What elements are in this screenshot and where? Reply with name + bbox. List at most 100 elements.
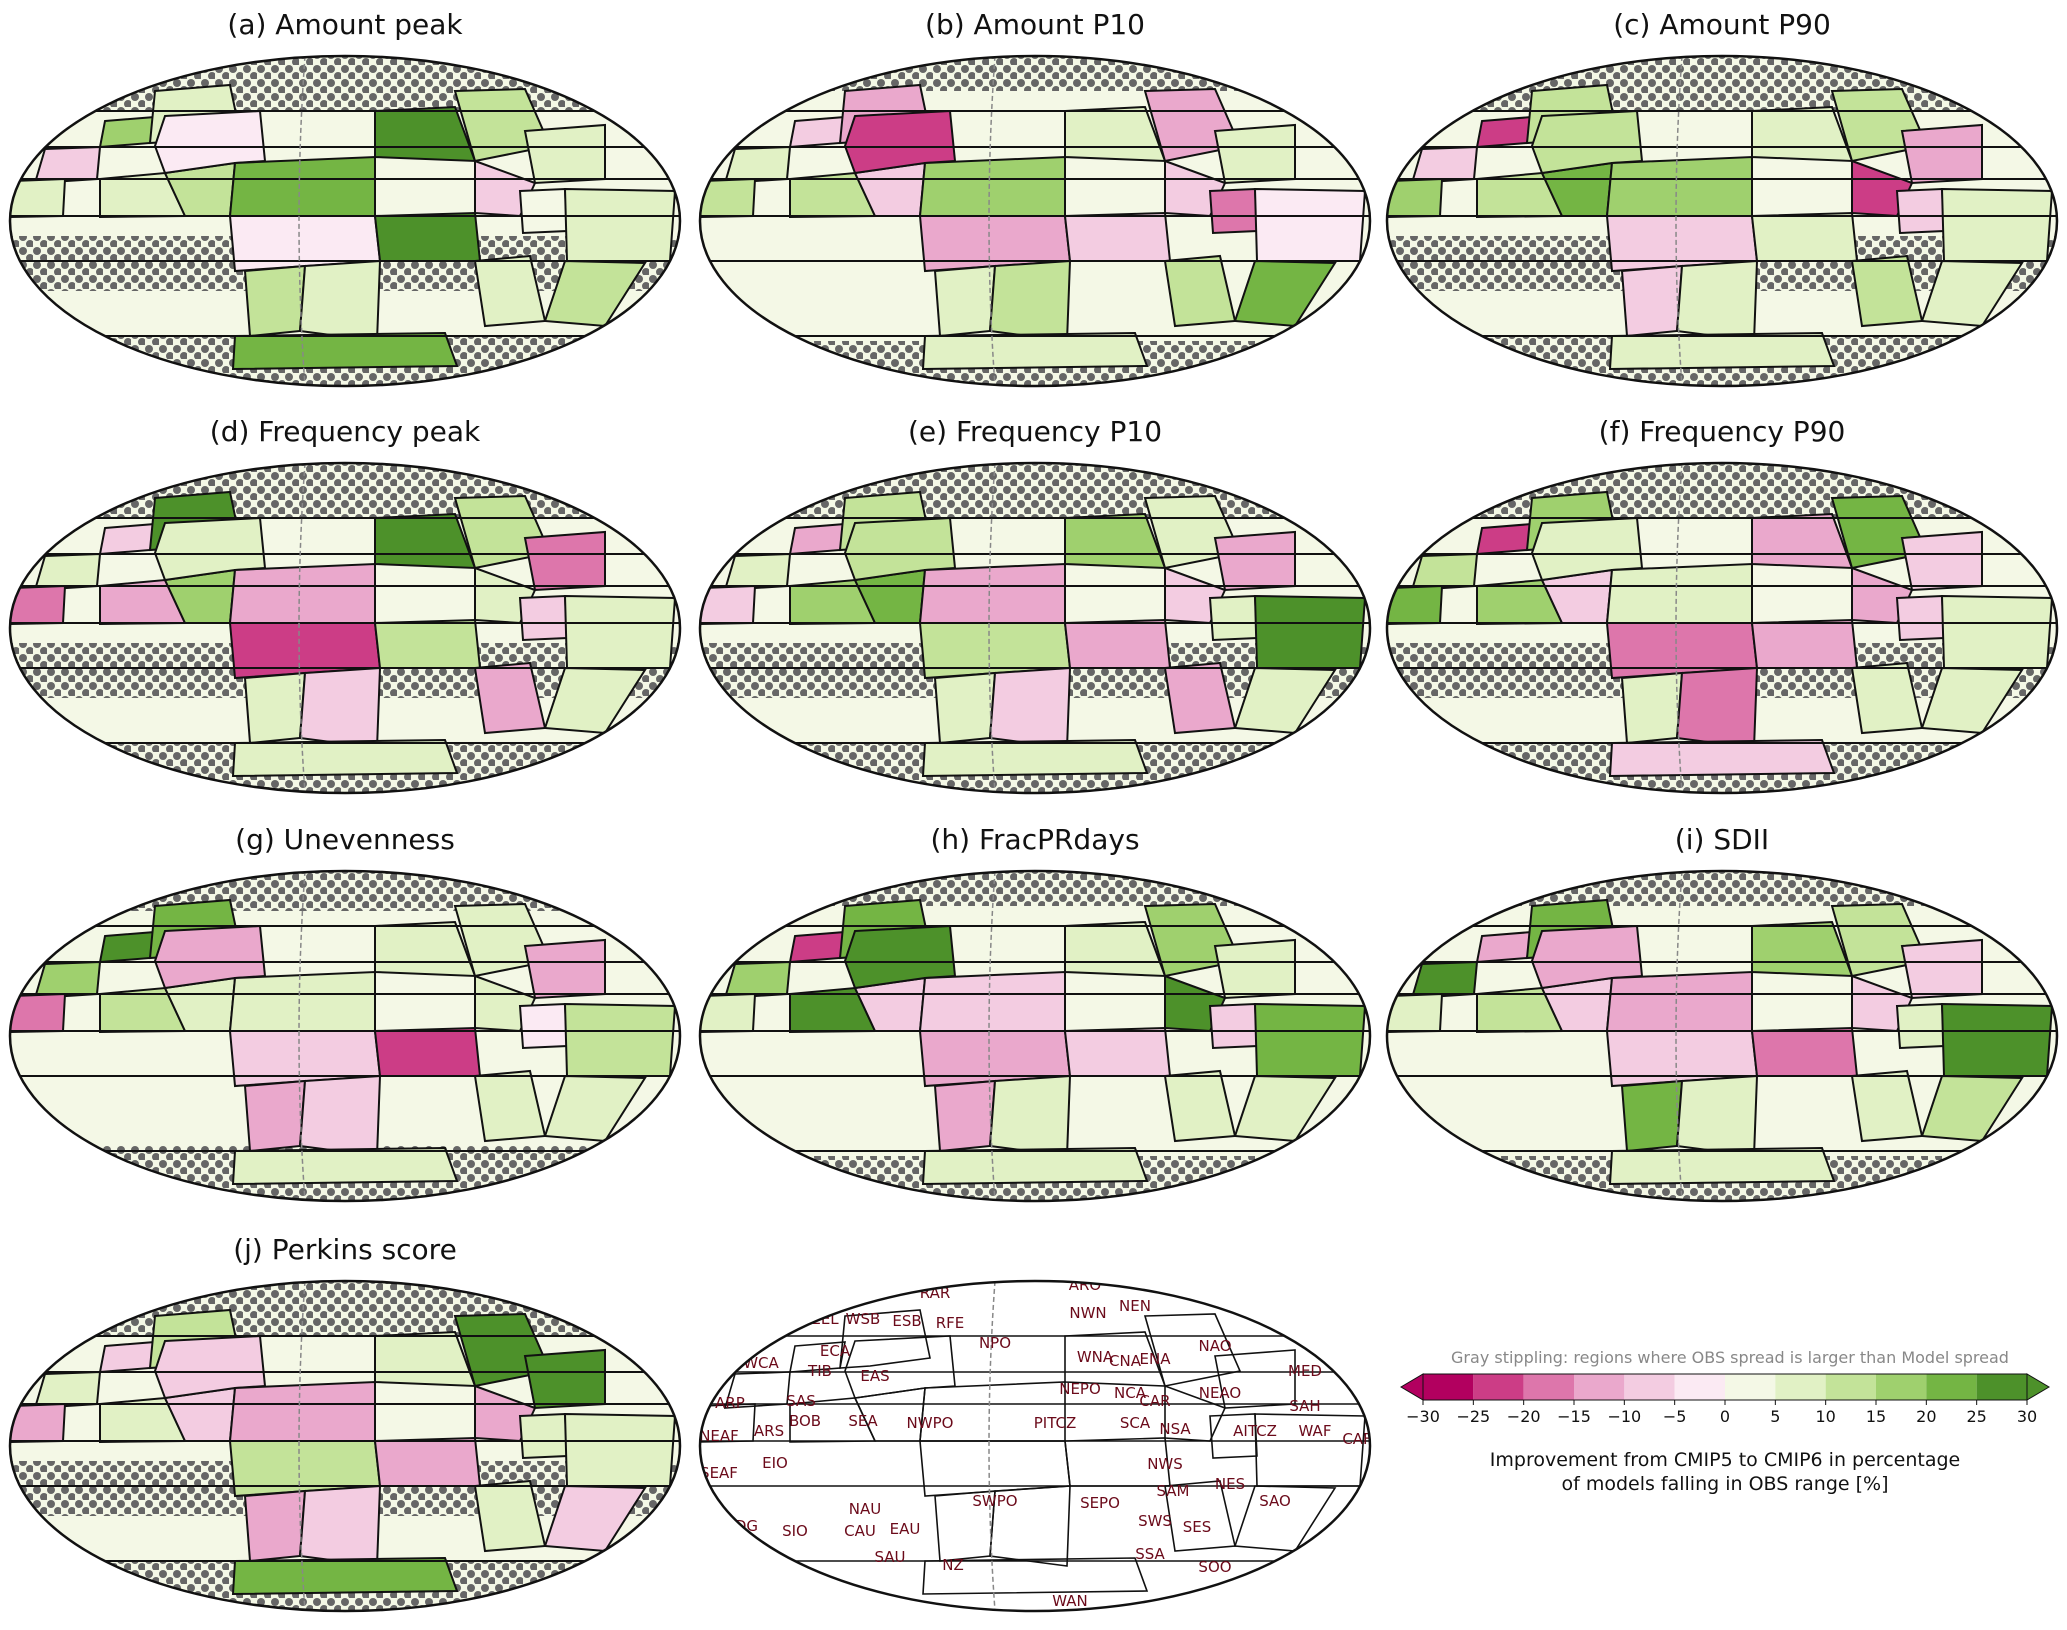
region-12 — [298, 1484, 382, 1568]
region-label: NEO — [1229, 1287, 1262, 1305]
region-12 — [988, 259, 1072, 343]
region-label: ARS — [754, 1422, 784, 1440]
region-12 — [298, 1074, 382, 1158]
panel-f: (f) Frequency P90 — [1382, 412, 2062, 812]
region-label: NZ — [942, 1556, 964, 1574]
map-outline — [698, 54, 1372, 388]
region-7 — [228, 562, 376, 624]
colorbar-segment — [1473, 1374, 1524, 1400]
region-label: CAR — [1139, 1392, 1170, 1410]
region-10 — [1063, 1026, 1172, 1077]
region-10 — [1750, 1026, 1859, 1077]
region-label: NEPO — [1059, 1380, 1101, 1398]
region-7 — [228, 970, 376, 1032]
region-16 — [1208, 187, 1259, 235]
region-2 — [723, 145, 792, 185]
region-11 — [243, 671, 307, 745]
stipple-band — [1387, 56, 2057, 111]
map-outline — [1385, 869, 2059, 1203]
region-11 — [243, 1489, 307, 1563]
dateline — [298, 871, 306, 1201]
region-0 — [98, 1340, 157, 1374]
region-label: NAO — [1198, 1337, 1231, 1355]
region-label: NAU — [849, 1500, 881, 1518]
region-label: EAN — [870, 1595, 901, 1613]
map-outline — [698, 869, 1372, 1203]
region-0 — [788, 930, 847, 964]
region-map — [1385, 54, 2059, 388]
region-17 — [1940, 1002, 2054, 1077]
panel-title: (g) Unevenness — [235, 823, 455, 856]
region-12 — [988, 666, 1072, 750]
region-2 — [33, 552, 102, 592]
region-14 — [1213, 938, 1296, 1000]
region-label: CAU — [844, 1522, 876, 1540]
region-2 — [1410, 552, 1479, 592]
colorbar-tick-label: −5 — [1663, 1407, 1687, 1426]
colorbar-label-line2: of models falling in OBS range [%] — [1561, 1473, 1889, 1495]
region-label: ENA — [1140, 1350, 1172, 1368]
region-label: SAH — [1289, 1397, 1320, 1415]
region-10 — [1063, 211, 1172, 262]
region-0 — [788, 115, 847, 149]
region-label: NCA — [1114, 1384, 1147, 1402]
region-16 — [1895, 187, 1946, 235]
region-10 — [373, 618, 482, 669]
region-label: WAN — [1052, 1592, 1088, 1610]
region-20 — [921, 331, 1149, 371]
region-12 — [988, 1074, 1072, 1158]
colorbar-segment — [1725, 1374, 1776, 1400]
region-label: ESAF — [695, 1517, 724, 1535]
region-17 — [1940, 594, 2054, 669]
region-20 — [1608, 331, 1836, 371]
region-label: SEAF — [700, 1464, 738, 1482]
colorbar-tick-label: −30 — [1406, 1407, 1440, 1426]
dateline — [988, 463, 996, 793]
colorbar-segment — [1775, 1374, 1826, 1400]
region-label: SCA — [1120, 1414, 1151, 1432]
colorbar-tick-label: 15 — [1866, 1407, 1886, 1426]
region-0 — [1475, 930, 1534, 964]
region-11 — [933, 671, 997, 745]
region-label: RFE — [936, 1314, 965, 1332]
colorbar-tick-label: 30 — [2017, 1407, 2037, 1426]
colorbar-extend-max — [2026, 1373, 2050, 1401]
region-10 — [1750, 618, 1859, 669]
region-label: MED — [1288, 1362, 1322, 1380]
panel-a: (a) Amount peak — [5, 5, 685, 405]
dateline — [298, 56, 306, 386]
region-label: TIB — [807, 1362, 832, 1380]
region-2 — [33, 960, 102, 1000]
region-20 — [921, 1146, 1149, 1186]
region-14 — [1900, 938, 1983, 1000]
stipple-band — [10, 463, 680, 518]
region-label: EIO — [762, 1454, 788, 1472]
map-outline — [698, 461, 1372, 795]
region-label: SAO — [1259, 1492, 1291, 1510]
panel-title: (c) Amount P90 — [1613, 8, 1831, 41]
region-14 — [523, 123, 606, 185]
dateline — [1675, 871, 1683, 1201]
stipple-band — [10, 1281, 680, 1336]
region-map — [698, 461, 1372, 795]
panel-title: (f) Frequency P90 — [1598, 415, 1846, 448]
panel-j: (j) Perkins score — [5, 1230, 685, 1630]
region-2 — [723, 960, 792, 1000]
dateline — [298, 463, 306, 793]
region-11 — [1620, 671, 1684, 745]
region-17 — [1253, 1002, 1367, 1077]
map-outline — [8, 869, 682, 1203]
panel-title: (h) FracPRdays — [930, 823, 1140, 856]
colorbar-segment — [1624, 1374, 1675, 1400]
region-label: NWN — [1069, 1304, 1106, 1322]
colorbar-segment — [1926, 1374, 1977, 1400]
region-14 — [523, 938, 606, 1000]
colorbar-segment — [1876, 1374, 1927, 1400]
colorbar-segment — [1523, 1374, 1574, 1400]
region-16 — [518, 1412, 569, 1460]
colorbar-tick-label: −15 — [1557, 1407, 1591, 1426]
region-7 — [1605, 155, 1753, 217]
region-label: NES — [1215, 1475, 1245, 1493]
region-17 — [563, 594, 677, 669]
region-label: ECA — [820, 1342, 851, 1360]
